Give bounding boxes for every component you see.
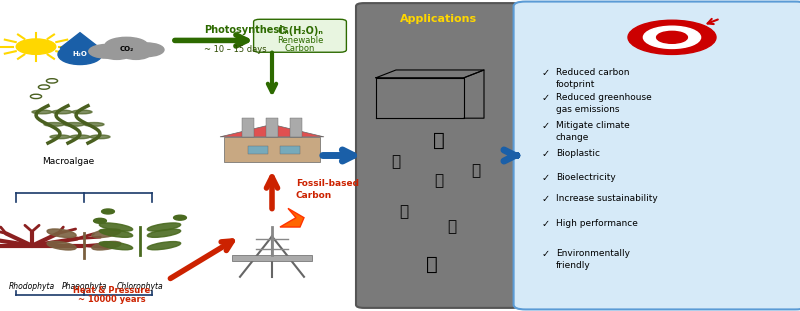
Circle shape xyxy=(105,37,148,54)
FancyBboxPatch shape xyxy=(514,2,800,309)
Text: ✓: ✓ xyxy=(542,249,550,259)
Ellipse shape xyxy=(99,223,133,231)
Ellipse shape xyxy=(92,229,121,238)
Text: ✓: ✓ xyxy=(542,219,550,229)
Ellipse shape xyxy=(32,110,52,114)
Text: ✓: ✓ xyxy=(542,173,550,183)
Text: Applications: Applications xyxy=(400,14,477,24)
Text: Macroalgae: Macroalgae xyxy=(42,157,94,166)
Text: Heat & Pressure: Heat & Pressure xyxy=(74,286,150,295)
Text: Carbon: Carbon xyxy=(285,44,315,53)
FancyBboxPatch shape xyxy=(224,137,320,162)
FancyBboxPatch shape xyxy=(266,118,278,137)
Text: 🦖: 🦖 xyxy=(433,130,444,150)
Ellipse shape xyxy=(99,242,133,250)
Text: Increase sustainability: Increase sustainability xyxy=(556,194,658,203)
Text: Bioplastic: Bioplastic xyxy=(556,149,600,158)
Text: 🤖: 🤖 xyxy=(426,255,438,274)
FancyBboxPatch shape xyxy=(356,3,520,308)
Ellipse shape xyxy=(64,123,84,126)
Ellipse shape xyxy=(147,223,181,231)
Text: CO₂: CO₂ xyxy=(119,46,134,52)
Text: Mitigate climate
change: Mitigate climate change xyxy=(556,121,630,142)
Text: 🧥: 🧥 xyxy=(447,220,457,234)
FancyBboxPatch shape xyxy=(290,118,302,137)
Text: ✓: ✓ xyxy=(542,121,550,131)
Text: Rhodophyta: Rhodophyta xyxy=(9,282,55,290)
Ellipse shape xyxy=(44,123,64,126)
Text: Carbon: Carbon xyxy=(296,192,332,200)
Ellipse shape xyxy=(147,242,181,250)
Text: ~ 10000 years: ~ 10000 years xyxy=(78,295,146,304)
Circle shape xyxy=(657,31,687,43)
Text: Reduced carbon
footprint: Reduced carbon footprint xyxy=(556,68,630,89)
Text: ✓: ✓ xyxy=(542,149,550,159)
FancyBboxPatch shape xyxy=(242,118,254,137)
Text: ✓: ✓ xyxy=(542,68,550,78)
Polygon shape xyxy=(280,208,304,227)
Text: Renewable: Renewable xyxy=(277,36,323,45)
Ellipse shape xyxy=(90,135,110,139)
Text: 🏊: 🏊 xyxy=(391,154,401,169)
Text: Environmentally
friendly: Environmentally friendly xyxy=(556,249,630,270)
Ellipse shape xyxy=(52,110,72,114)
Text: Fossil-based: Fossil-based xyxy=(296,179,359,188)
Text: 💡: 💡 xyxy=(471,164,481,179)
Polygon shape xyxy=(220,124,324,137)
Text: High performance: High performance xyxy=(556,219,638,228)
FancyBboxPatch shape xyxy=(280,146,300,154)
Polygon shape xyxy=(60,33,100,48)
Circle shape xyxy=(89,44,124,58)
Ellipse shape xyxy=(92,241,121,250)
Text: Bioelectricity: Bioelectricity xyxy=(556,173,616,182)
Circle shape xyxy=(174,215,186,220)
Ellipse shape xyxy=(99,229,133,237)
Text: ~ 10 – 15 days: ~ 10 – 15 days xyxy=(204,45,266,54)
Circle shape xyxy=(628,20,716,54)
Text: H₂O: H₂O xyxy=(73,51,87,58)
Ellipse shape xyxy=(47,229,76,238)
Circle shape xyxy=(94,218,106,223)
Circle shape xyxy=(129,43,164,57)
FancyBboxPatch shape xyxy=(254,19,346,52)
FancyBboxPatch shape xyxy=(248,146,268,154)
Ellipse shape xyxy=(58,44,102,65)
Ellipse shape xyxy=(50,135,70,139)
Circle shape xyxy=(16,39,56,54)
Text: ✓: ✓ xyxy=(542,93,550,103)
Text: 💻: 💻 xyxy=(399,204,409,219)
Ellipse shape xyxy=(47,241,76,250)
Ellipse shape xyxy=(70,135,90,139)
Circle shape xyxy=(102,209,114,214)
Ellipse shape xyxy=(84,123,104,126)
Text: ✓: ✓ xyxy=(542,194,550,204)
Ellipse shape xyxy=(147,229,181,237)
Text: Chlorophyta: Chlorophyta xyxy=(117,282,163,290)
Circle shape xyxy=(122,48,150,59)
FancyBboxPatch shape xyxy=(232,255,312,261)
Circle shape xyxy=(643,26,701,49)
Text: Photosynthesis: Photosynthesis xyxy=(204,25,288,35)
Text: Cₙ(H₂O)ₙ: Cₙ(H₂O)ₙ xyxy=(277,26,323,36)
Text: 🚗: 🚗 xyxy=(434,173,443,188)
Text: Phaeophyta: Phaeophyta xyxy=(62,282,106,290)
Circle shape xyxy=(102,48,131,59)
Text: Reduced greenhouse
gas emissions: Reduced greenhouse gas emissions xyxy=(556,93,652,114)
Ellipse shape xyxy=(72,110,92,114)
